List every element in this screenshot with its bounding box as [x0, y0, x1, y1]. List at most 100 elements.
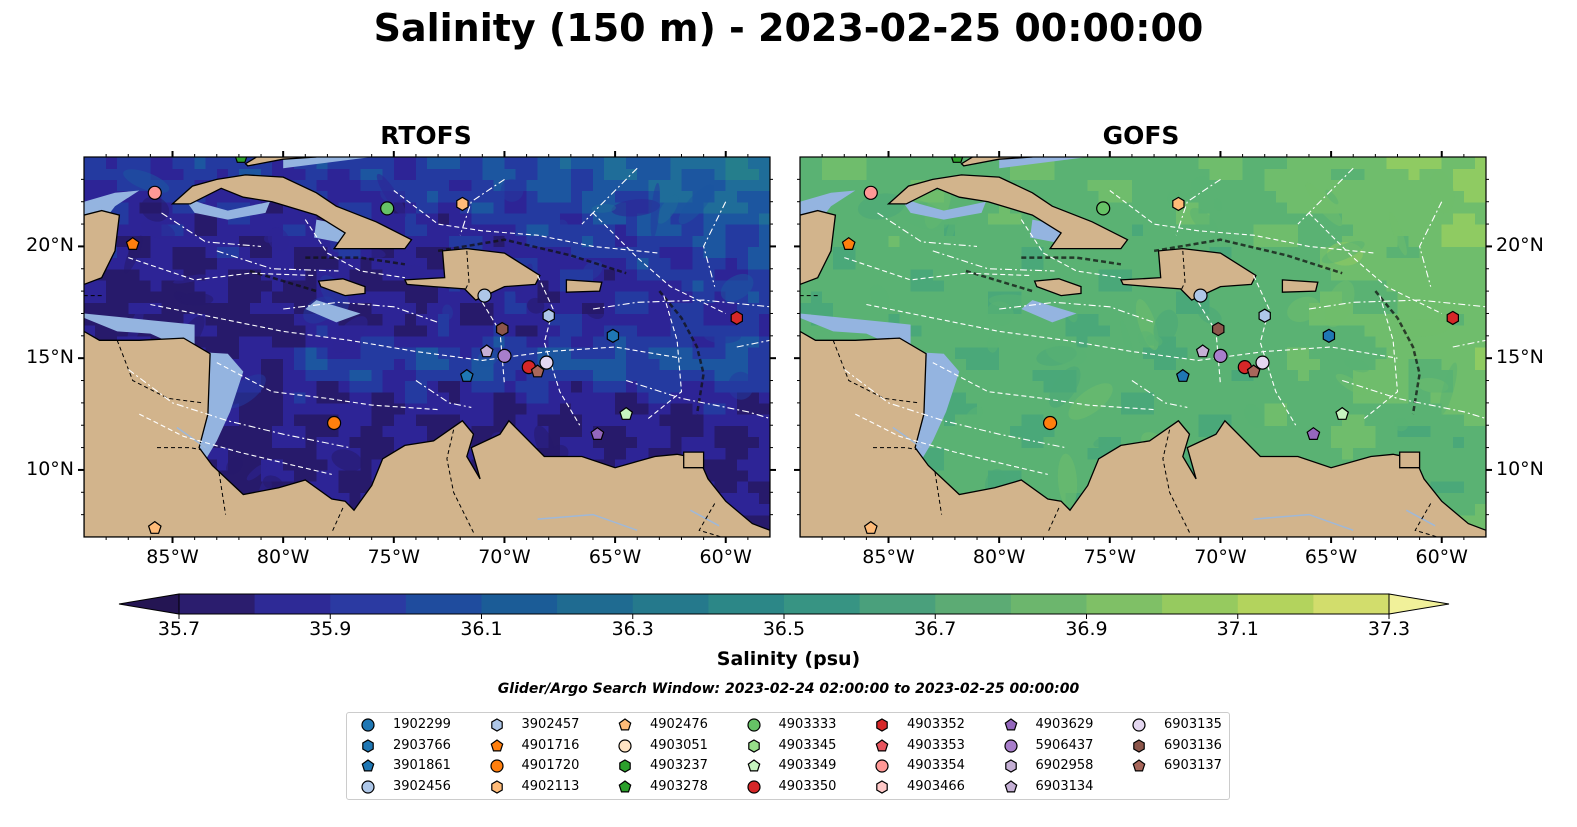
bathymetry-contours	[249, 238, 705, 415]
float-marker-6903136[interactable]	[496, 321, 509, 337]
lon-tick-label: 65°W	[588, 546, 642, 568]
country-borders	[84, 250, 722, 537]
colorbar-bin	[330, 594, 407, 614]
legend-label: 3901861	[393, 758, 451, 773]
legend-label: 4903629	[1035, 717, 1094, 732]
search-window-note: Glider/Argo Search Window: 2023-02-24 02…	[497, 681, 1080, 697]
colorbar-bin	[405, 594, 482, 614]
legend-label: 4903466	[907, 778, 965, 794]
country-borders	[800, 250, 1438, 537]
colorbar-tick-label: 37.1	[1216, 618, 1259, 640]
float-marker-6903136[interactable]	[1211, 321, 1225, 337]
float-marker-6903134[interactable]	[1195, 344, 1210, 358]
float-marker-6903135[interactable]	[1255, 355, 1270, 370]
map-ticks	[78, 151, 776, 543]
float-marker-3902456[interactable]	[1193, 288, 1208, 303]
colorbar-bin	[784, 594, 861, 614]
hexagon-marker-icon	[747, 738, 760, 753]
lat-tick-label-right: 20°N	[1496, 234, 1544, 257]
gofs-map-panel	[794, 151, 1492, 543]
lon-tick-label: 60°W	[1415, 546, 1468, 568]
float-marker-4903352[interactable]	[1446, 310, 1460, 326]
eez-boundaries	[843, 167, 1486, 475]
colorbar-bin	[1237, 594, 1314, 614]
legend-label: 6903136	[1164, 737, 1222, 753]
legend-label: 6902958	[1035, 758, 1094, 773]
hexagon-marker-icon	[490, 779, 503, 794]
float-marker-4902113[interactable]	[456, 196, 469, 212]
legend-label: 4903350	[778, 778, 837, 794]
circle-marker-icon	[489, 759, 504, 773]
hexagon-marker-icon	[362, 738, 374, 753]
legend-label: 2903766	[393, 737, 451, 753]
float-marker-4903333[interactable]	[1096, 201, 1111, 216]
float-marker-4903354[interactable]	[147, 185, 162, 200]
colorbar-tick-label: 35.7	[157, 618, 201, 640]
float-marker-6903135[interactable]	[539, 355, 554, 370]
float-marker-4903352[interactable]	[730, 310, 744, 326]
float-marker-4901720[interactable]	[327, 415, 342, 431]
pentagon-marker-icon	[361, 759, 375, 772]
hexagon-marker-icon	[876, 779, 888, 794]
colorbar-tick-label: 37.3	[1367, 618, 1411, 640]
circle-marker-icon	[1003, 738, 1018, 753]
colorbar-tick-label: 35.9	[309, 618, 352, 640]
legend-label: 4902476	[650, 717, 708, 732]
legend-label: 4902113	[521, 778, 580, 794]
float-marker-4903349[interactable]	[619, 406, 634, 420]
float-marker-4901720[interactable]	[1042, 415, 1058, 431]
hexagon-marker-icon	[1133, 738, 1145, 753]
float-marker-4902476[interactable]	[147, 520, 162, 534]
hexagon-marker-icon	[876, 718, 888, 732]
colorbar-tick-label: 36.9	[1065, 618, 1108, 640]
float-marker-4903349[interactable]	[1335, 406, 1350, 420]
colorbar-bin	[481, 594, 558, 614]
float-marker-5906437[interactable]	[497, 348, 512, 363]
rivers	[176, 426, 720, 532]
lon-tick-label: 80°W	[256, 546, 310, 568]
float-marker-4903278[interactable]	[234, 151, 248, 163]
legend-label: 6903137	[1164, 758, 1222, 773]
colorbar-bin	[859, 594, 936, 614]
float-marker-3902456[interactable]	[477, 288, 492, 303]
float-marker-4902113[interactable]	[1172, 196, 1185, 212]
float-marker-3902457[interactable]	[1258, 308, 1271, 323]
float-marker-4903333[interactable]	[380, 201, 395, 216]
legend-label: 4903333	[778, 717, 837, 732]
float-marker-4903354[interactable]	[863, 185, 878, 200]
pentagon-marker-icon	[875, 738, 889, 751]
colorbar-tick-label: 36.5	[762, 618, 806, 640]
hexagon-marker-icon	[490, 718, 503, 732]
float-marker-4901716[interactable]	[841, 236, 856, 250]
legend-label: 1902299	[393, 717, 451, 732]
colorbar-bin	[632, 594, 709, 614]
float-marker-4903278[interactable]	[950, 151, 964, 163]
float-marker-6903134[interactable]	[479, 344, 494, 358]
legend-label: 6903134	[1035, 778, 1094, 794]
landmasses	[84, 157, 770, 537]
float-marker-2903766[interactable]	[606, 328, 620, 343]
colorbar-bin	[708, 594, 785, 614]
pentagon-marker-icon	[747, 759, 760, 772]
float-marker-3901861[interactable]	[459, 368, 474, 382]
float-marker-3902457[interactable]	[542, 308, 555, 323]
legend-label: 4901720	[521, 758, 580, 773]
colorbar-bin	[557, 594, 634, 614]
hexagon-marker-icon	[1004, 759, 1017, 773]
float-marker-5906437[interactable]	[1213, 348, 1228, 363]
legend-label: 5906437	[1035, 737, 1094, 753]
float-marker-4901716[interactable]	[125, 236, 140, 250]
float-marker-4903629[interactable]	[590, 426, 605, 440]
circle-marker-icon	[1132, 718, 1146, 732]
eez-boundaries	[127, 167, 770, 475]
legend-label: 4903353	[907, 737, 965, 753]
float-marker-6903137[interactable]	[1246, 364, 1261, 378]
colorbar-bin	[1313, 594, 1390, 614]
float-marker-2903766[interactable]	[1322, 328, 1336, 343]
float-marker-6903137[interactable]	[530, 364, 545, 378]
float-marker-4902476[interactable]	[863, 520, 878, 534]
colorbar-title: Salinity (psu)	[716, 648, 861, 670]
float-marker-4903629[interactable]	[1306, 426, 1321, 440]
float-marker-3901861[interactable]	[1175, 368, 1190, 382]
float-legend: 1902299 2903766 3901861 3902456 3902457 49017…	[346, 712, 1230, 800]
